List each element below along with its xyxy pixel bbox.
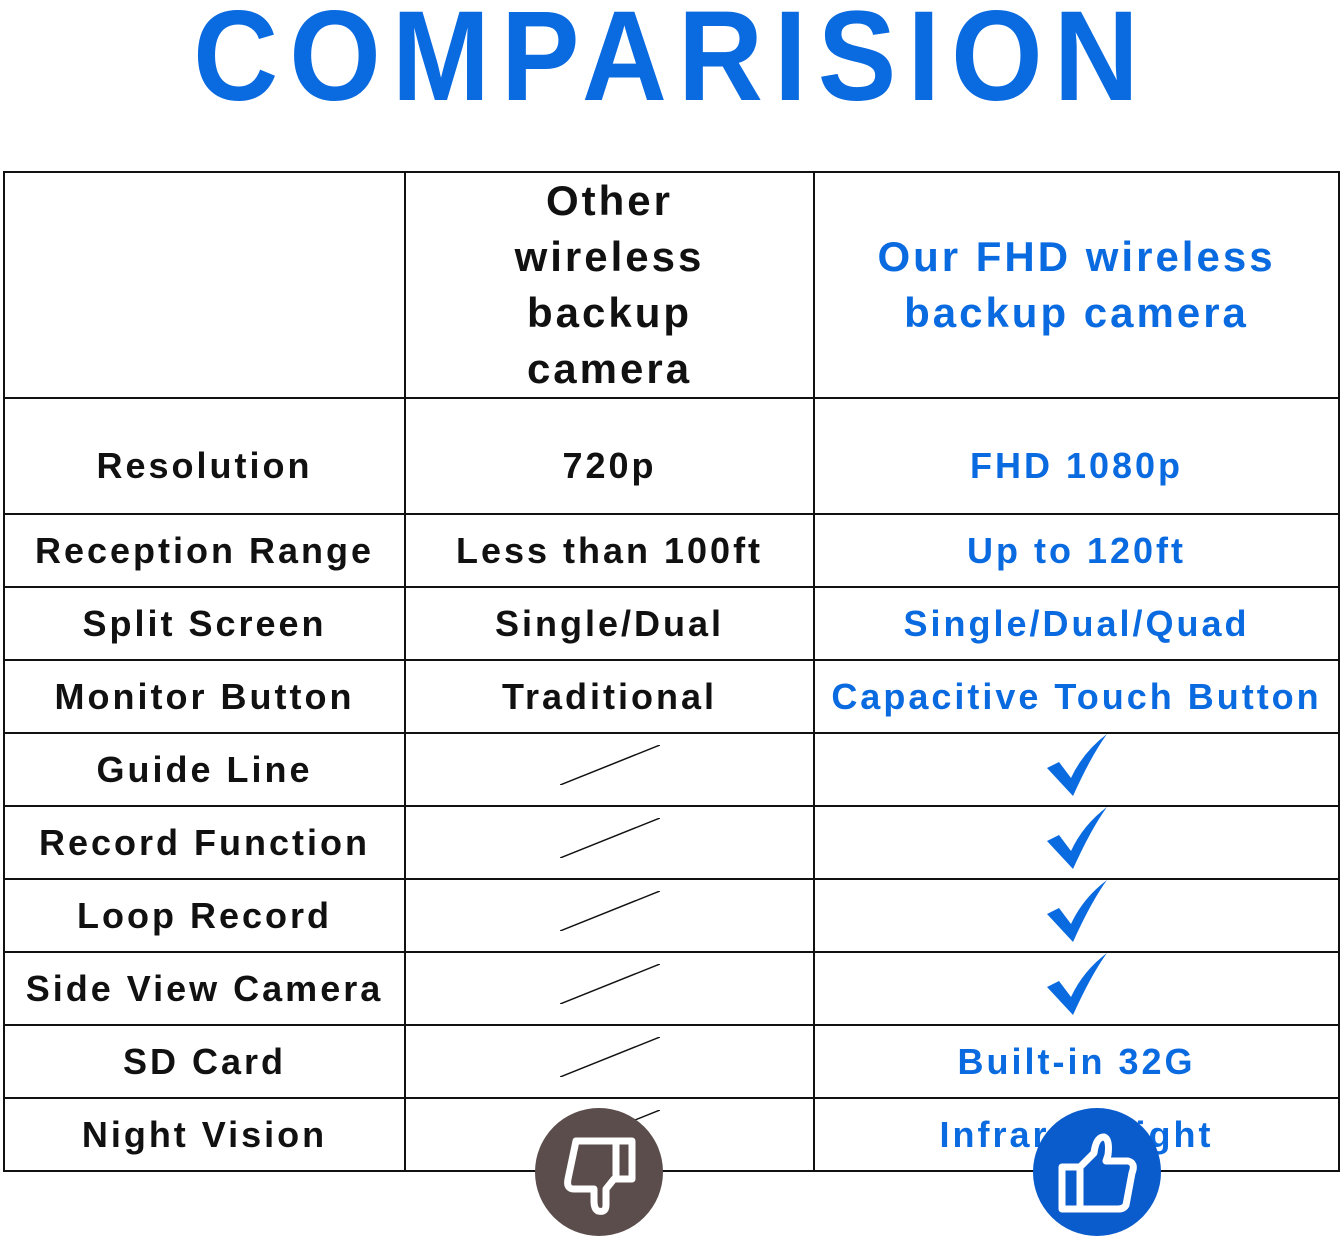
feature-cell: Resolution bbox=[3, 397, 406, 515]
feature-label: Guide Line bbox=[96, 748, 313, 790]
feature-cell: Reception Range bbox=[3, 513, 406, 588]
other-value: 720p bbox=[562, 445, 657, 486]
other-value: Single/Dual bbox=[494, 602, 725, 644]
ours-cell bbox=[813, 732, 1340, 807]
feature-label: Record Function bbox=[39, 821, 370, 863]
table-row: Guide Line bbox=[3, 732, 1340, 807]
other-value: Less than 100ft bbox=[455, 529, 764, 571]
other-cell bbox=[404, 951, 815, 1026]
feature-cell: Night Vision bbox=[3, 1097, 406, 1172]
slash-icon bbox=[559, 964, 660, 1004]
header-our-camera: Our FHD wireless backup camera bbox=[813, 171, 1340, 399]
other-cell bbox=[404, 732, 815, 807]
ours-cell bbox=[813, 878, 1340, 953]
ours-value: Up to 120ft bbox=[966, 529, 1186, 571]
table-header-row: Other wireless backup camera Our FHD wir… bbox=[3, 171, 1340, 399]
feature-label: Split Screen bbox=[82, 602, 327, 644]
feature-label: Monitor Button bbox=[54, 675, 355, 717]
header-other-camera: Other wireless backup camera bbox=[404, 171, 815, 399]
header-other-label: Other wireless backup camera bbox=[514, 177, 705, 392]
thumbs-down-icon bbox=[564, 1137, 636, 1215]
feature-cell: SD Card bbox=[3, 1024, 406, 1099]
other-cell: Traditional bbox=[404, 659, 815, 734]
feature-cell: Side View Camera bbox=[3, 951, 406, 1026]
feature-label: Reception Range bbox=[34, 529, 375, 571]
check-icon bbox=[1046, 953, 1107, 1015]
ours-value: Single/Dual/Quad bbox=[903, 602, 1250, 644]
check-icon bbox=[1046, 880, 1107, 942]
slash-icon bbox=[559, 1037, 660, 1077]
ours-cell: Capacitive Touch Button bbox=[813, 659, 1340, 734]
ours-cell: Built-in 32G bbox=[813, 1024, 1340, 1099]
slash-icon bbox=[559, 745, 660, 785]
feature-label: Side View Camera bbox=[25, 967, 384, 1009]
other-cell: 720p bbox=[404, 397, 815, 515]
ours-cell bbox=[813, 951, 1340, 1026]
feature-cell: Loop Record bbox=[3, 878, 406, 953]
ours-cell bbox=[813, 805, 1340, 880]
table-row: Side View Camera bbox=[3, 951, 1340, 1026]
ours-cell: Single/Dual/Quad bbox=[813, 586, 1340, 661]
header-corner bbox=[3, 171, 406, 399]
other-value: Traditional bbox=[501, 675, 718, 717]
check-icon bbox=[1046, 734, 1107, 796]
ours-value: FHD 1080p bbox=[969, 445, 1184, 486]
ours-cell: FHD 1080p bbox=[813, 397, 1340, 515]
table-row: Monitor Button Traditional Capacitive Touc… bbox=[3, 659, 1340, 734]
feature-cell: Record Function bbox=[3, 805, 406, 880]
feature-cell: Split Screen bbox=[3, 586, 406, 661]
feature-label: SD Card bbox=[122, 1040, 287, 1082]
thumbs-up-badge bbox=[1033, 1108, 1161, 1236]
ours-cell: Up to 120ft bbox=[813, 513, 1340, 588]
feature-cell: Guide Line bbox=[3, 732, 406, 807]
feature-label: Resolution bbox=[96, 445, 313, 486]
table-row: Resolution 720p FHD 1080p bbox=[3, 397, 1340, 515]
ours-value: Built-in 32G bbox=[957, 1040, 1196, 1082]
feature-label: Loop Record bbox=[77, 894, 332, 936]
feature-cell: Monitor Button bbox=[3, 659, 406, 734]
thumbs-down-badge bbox=[535, 1108, 663, 1236]
table-row: SD Card Built-in 32G bbox=[3, 1024, 1340, 1099]
other-cell: Less than 100ft bbox=[404, 513, 815, 588]
table-row: Loop Record bbox=[3, 878, 1340, 953]
header-ours-label: Our FHD wireless backup camera bbox=[877, 233, 1276, 336]
comparison-table: Other wireless backup camera Our FHD wir… bbox=[3, 171, 1340, 1172]
slash-icon bbox=[559, 818, 660, 858]
table-row: Record Function bbox=[3, 805, 1340, 880]
check-icon bbox=[1046, 807, 1107, 869]
ours-value: Capacitive Touch Button bbox=[831, 675, 1322, 717]
thumbs-up-icon bbox=[1058, 1133, 1137, 1213]
other-cell bbox=[404, 805, 815, 880]
table-row: Reception Range Less than 100ft Up to 120f… bbox=[3, 513, 1340, 588]
page-title: COMPARISION bbox=[193, 0, 1150, 128]
other-cell bbox=[404, 1024, 815, 1099]
table-row: Split Screen Single/Dual Single/Dual/Quad bbox=[3, 586, 1340, 661]
feature-label: Night Vision bbox=[81, 1113, 328, 1155]
slash-icon bbox=[559, 891, 660, 931]
other-cell bbox=[404, 878, 815, 953]
other-cell: Single/Dual bbox=[404, 586, 815, 661]
